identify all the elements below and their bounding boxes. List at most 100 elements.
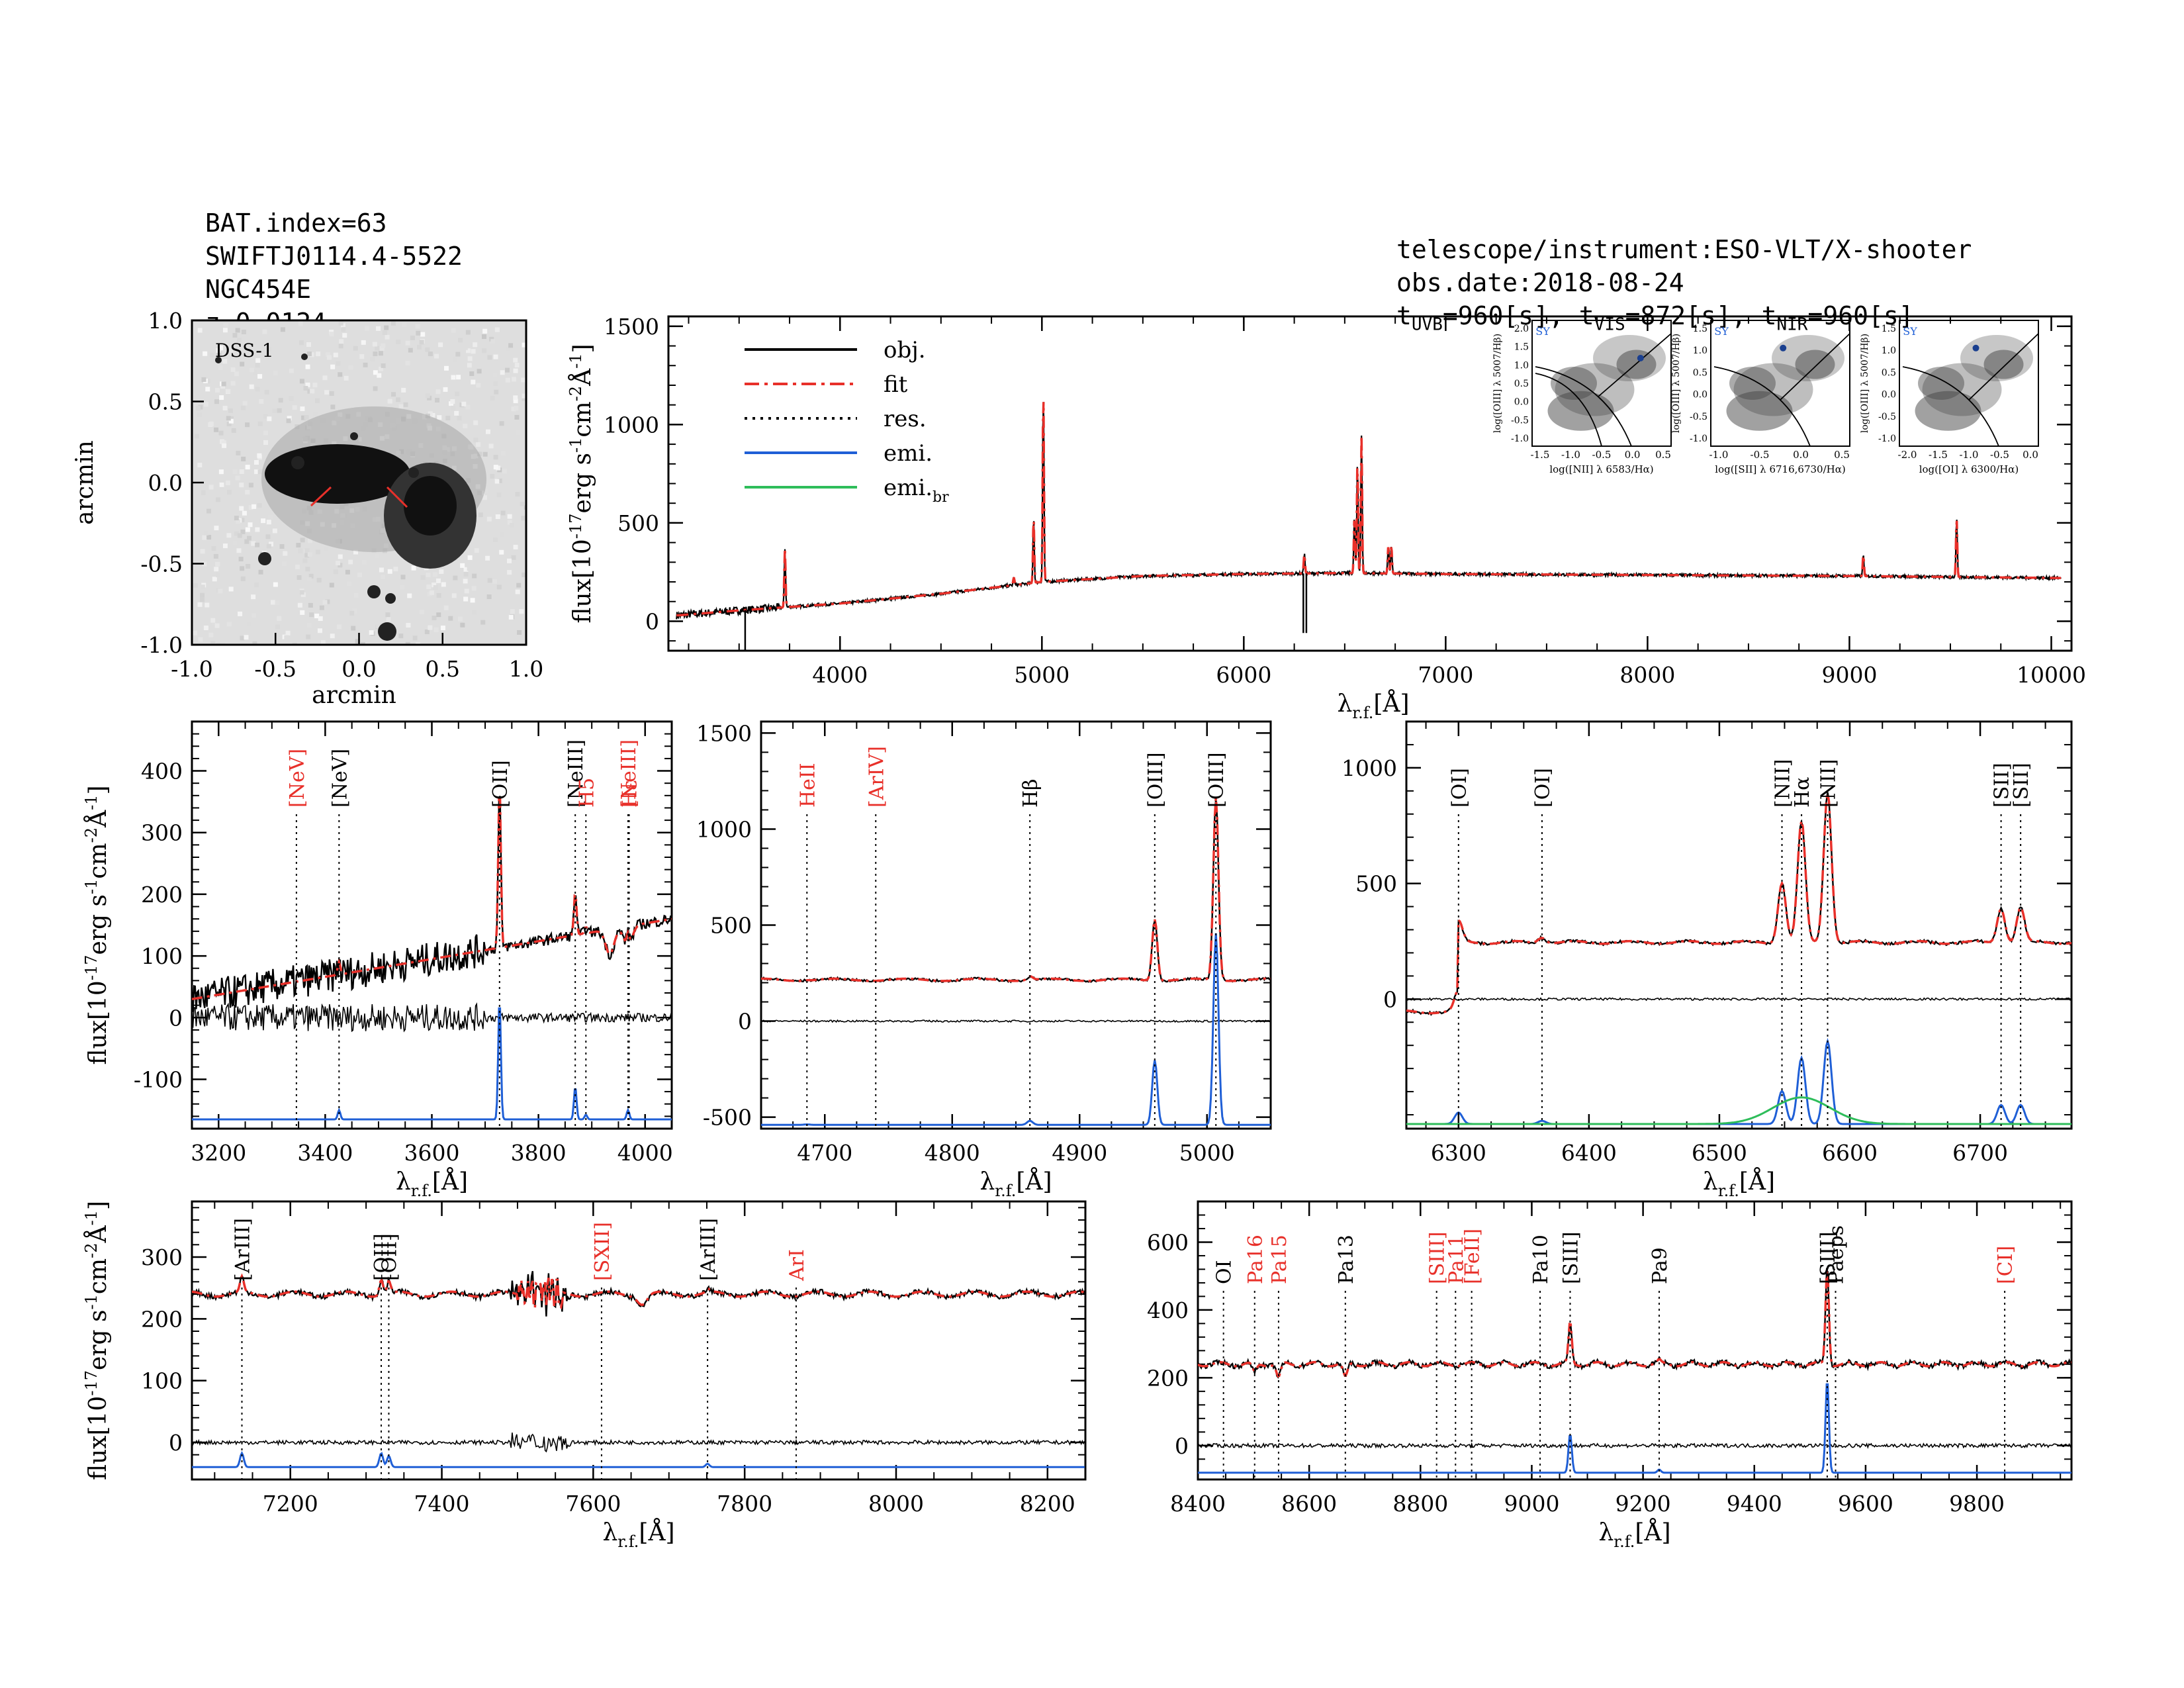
panel-series: [1406, 792, 2071, 1129]
bpt-y-tick-label: 2.0: [1514, 324, 1529, 334]
noise-pixel: [473, 342, 478, 348]
noise-pixel: [318, 616, 323, 621]
noise-pixel: [502, 469, 507, 474]
noise-pixel: [476, 383, 481, 388]
noise-pixel: [336, 624, 341, 630]
noise-pixel: [228, 408, 233, 413]
noise-pixel: [336, 361, 341, 366]
noise-pixel: [220, 384, 226, 389]
y-axis-label: arcmin: [71, 440, 99, 525]
noise-pixel: [313, 412, 318, 417]
noise-pixel: [440, 626, 445, 631]
noise-pixel: [435, 389, 441, 395]
noise-pixel: [515, 492, 520, 497]
x-axis-label: λr.f.[Å]: [979, 1168, 1052, 1200]
panel-series: [192, 796, 672, 1129]
bpt-diagram-1: SY-1.5 -1.0 -0.5 0.0 0.52.01.51.00.50.0-0.5-…: [1492, 320, 1672, 475]
noise-pixel: [210, 641, 216, 645]
main-series: [676, 402, 2062, 651]
noise-pixel: [240, 566, 245, 571]
noise-pixel: [255, 512, 260, 517]
noise-pixel: [239, 506, 244, 511]
noise-pixel: [348, 559, 353, 565]
main-spectrum: 4000 5000 6000 7000 8000 9000 10000 0 500 1000 150…: [567, 314, 2086, 722]
noise-pixel: [299, 340, 304, 346]
y-tick-label: 500: [710, 913, 752, 939]
panel-p2: 4700 4800 4900 5000 -500 0 500 1000 1500 λr.f.[Å]…: [696, 720, 1272, 1200]
noise-pixel: [240, 529, 246, 534]
noise-pixel: [386, 617, 391, 622]
noise-pixel: [240, 517, 245, 522]
noise-pixel: [255, 387, 260, 392]
noise-pixel: [273, 582, 278, 587]
noise-pixel: [212, 577, 217, 582]
x-tick-label: 4800: [925, 1140, 980, 1166]
noise-pixel: [218, 365, 223, 371]
classification-label: SY: [1903, 325, 1917, 338]
noise-pixel: [312, 383, 318, 388]
noise-pixel: [218, 430, 224, 436]
density-blob: [1918, 367, 1964, 400]
noise-pixel: [320, 640, 326, 645]
noise-pixel: [338, 372, 343, 377]
noise-pixel: [305, 382, 310, 387]
noise-pixel: [245, 422, 250, 428]
noise-pixel: [403, 402, 408, 407]
line-id-label: Pa11: [1445, 1235, 1468, 1284]
noise-pixel: [455, 391, 460, 397]
bpt-y-tick-label: 0.0: [1514, 397, 1529, 408]
noise-pixel: [306, 342, 311, 348]
fit-line: [1406, 793, 2071, 1015]
bpt-x-tick-label: -1.5: [1531, 449, 1550, 461]
legend-label: fit: [884, 371, 908, 398]
noise-pixel: [300, 610, 305, 615]
noise-pixel: [248, 483, 253, 488]
noise-pixel: [242, 510, 247, 516]
noise-pixel: [496, 492, 502, 498]
noise-pixel: [435, 578, 441, 583]
noise-pixel: [477, 451, 482, 457]
noise-pixel: [322, 600, 328, 605]
bpt-y-tick-label: -1.0: [1690, 434, 1707, 444]
bpt-x-tick-label: -1.0: [1561, 449, 1580, 461]
noise-pixel: [437, 415, 442, 420]
noise-pixel: [251, 594, 256, 600]
noise-pixel: [448, 616, 453, 621]
noise-pixel: [277, 408, 282, 413]
noise-pixel: [338, 344, 343, 349]
noise-pixel: [200, 585, 205, 590]
noise-pixel: [235, 328, 240, 333]
noise-pixel: [284, 635, 289, 640]
noise-pixel: [513, 545, 518, 550]
bpt-x-tick-label: -1.5: [1929, 449, 1948, 461]
noise-pixel: [237, 338, 242, 343]
noise-pixel: [379, 567, 384, 573]
noise-pixel: [364, 326, 369, 331]
obs-date: obs.date:2018-08-24: [1396, 268, 1684, 297]
noise-pixel: [240, 361, 245, 367]
density-blob: [1915, 391, 1981, 431]
line-id-label: Hβ: [1019, 778, 1042, 808]
noise-pixel: [450, 399, 455, 404]
bpt-x-tick-label: -0.5: [1592, 449, 1612, 461]
noise-pixel: [299, 590, 304, 595]
noise-pixel: [248, 505, 253, 510]
x-axis-label: λr.f.[Å]: [1598, 1519, 1670, 1551]
y-tick-label: -0.5: [140, 551, 183, 577]
line-id-label: [NeIII]: [565, 739, 588, 808]
noise-pixel: [202, 561, 207, 567]
noise-pixel: [382, 614, 387, 619]
noise-pixel: [214, 427, 219, 432]
noise-pixel: [457, 416, 462, 421]
noise-pixel: [510, 609, 515, 614]
fit-line: [1198, 1270, 2071, 1378]
noise-pixel: [521, 377, 526, 383]
plot-frame: [191, 720, 673, 1130]
noise-pixel: [246, 563, 251, 569]
noise-pixel: [522, 393, 526, 399]
noise-pixel: [210, 618, 216, 623]
line-id-label: HeII: [796, 763, 819, 808]
noise-pixel: [280, 327, 285, 332]
star: [215, 357, 222, 363]
